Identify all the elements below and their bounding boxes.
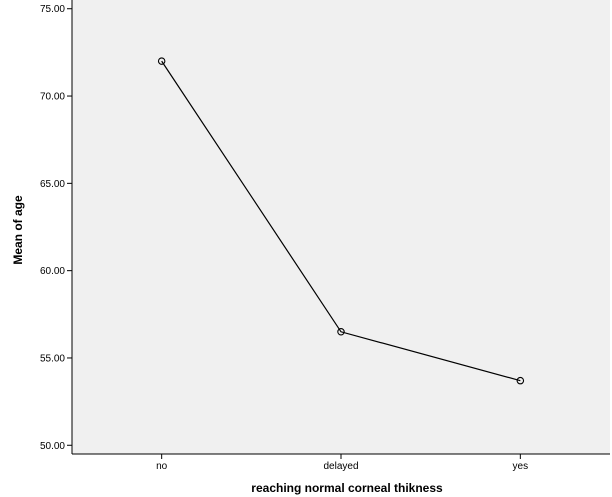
data-point <box>157 57 166 65</box>
plot-area-group <box>72 0 610 454</box>
y-axis-title: Mean of age <box>11 195 25 265</box>
y-tick-label: 70.00 <box>40 92 65 103</box>
y-tick-label: 55.00 <box>40 353 65 364</box>
y-axis: 50.00 55.00 60.00 65.00 70.00 75.00 <box>40 0 73 454</box>
plot-background <box>72 0 610 454</box>
series-group <box>157 57 525 385</box>
y-tick-label: 75.00 <box>40 4 65 15</box>
x-tick-label: no <box>156 461 168 472</box>
data-point <box>337 328 345 336</box>
y-tick-label: 60.00 <box>40 266 65 277</box>
y-tick-label: 50.00 <box>40 441 65 452</box>
x-axis-title: reaching normal corneal thikness <box>251 481 443 495</box>
x-tick-label: delayed <box>323 461 358 472</box>
x-tick-label: yes <box>513 461 529 472</box>
y-tick-label: 65.00 <box>40 179 65 190</box>
data-point <box>516 376 525 385</box>
series-line <box>161 60 521 382</box>
x-axis: no delayed yes <box>72 453 610 472</box>
